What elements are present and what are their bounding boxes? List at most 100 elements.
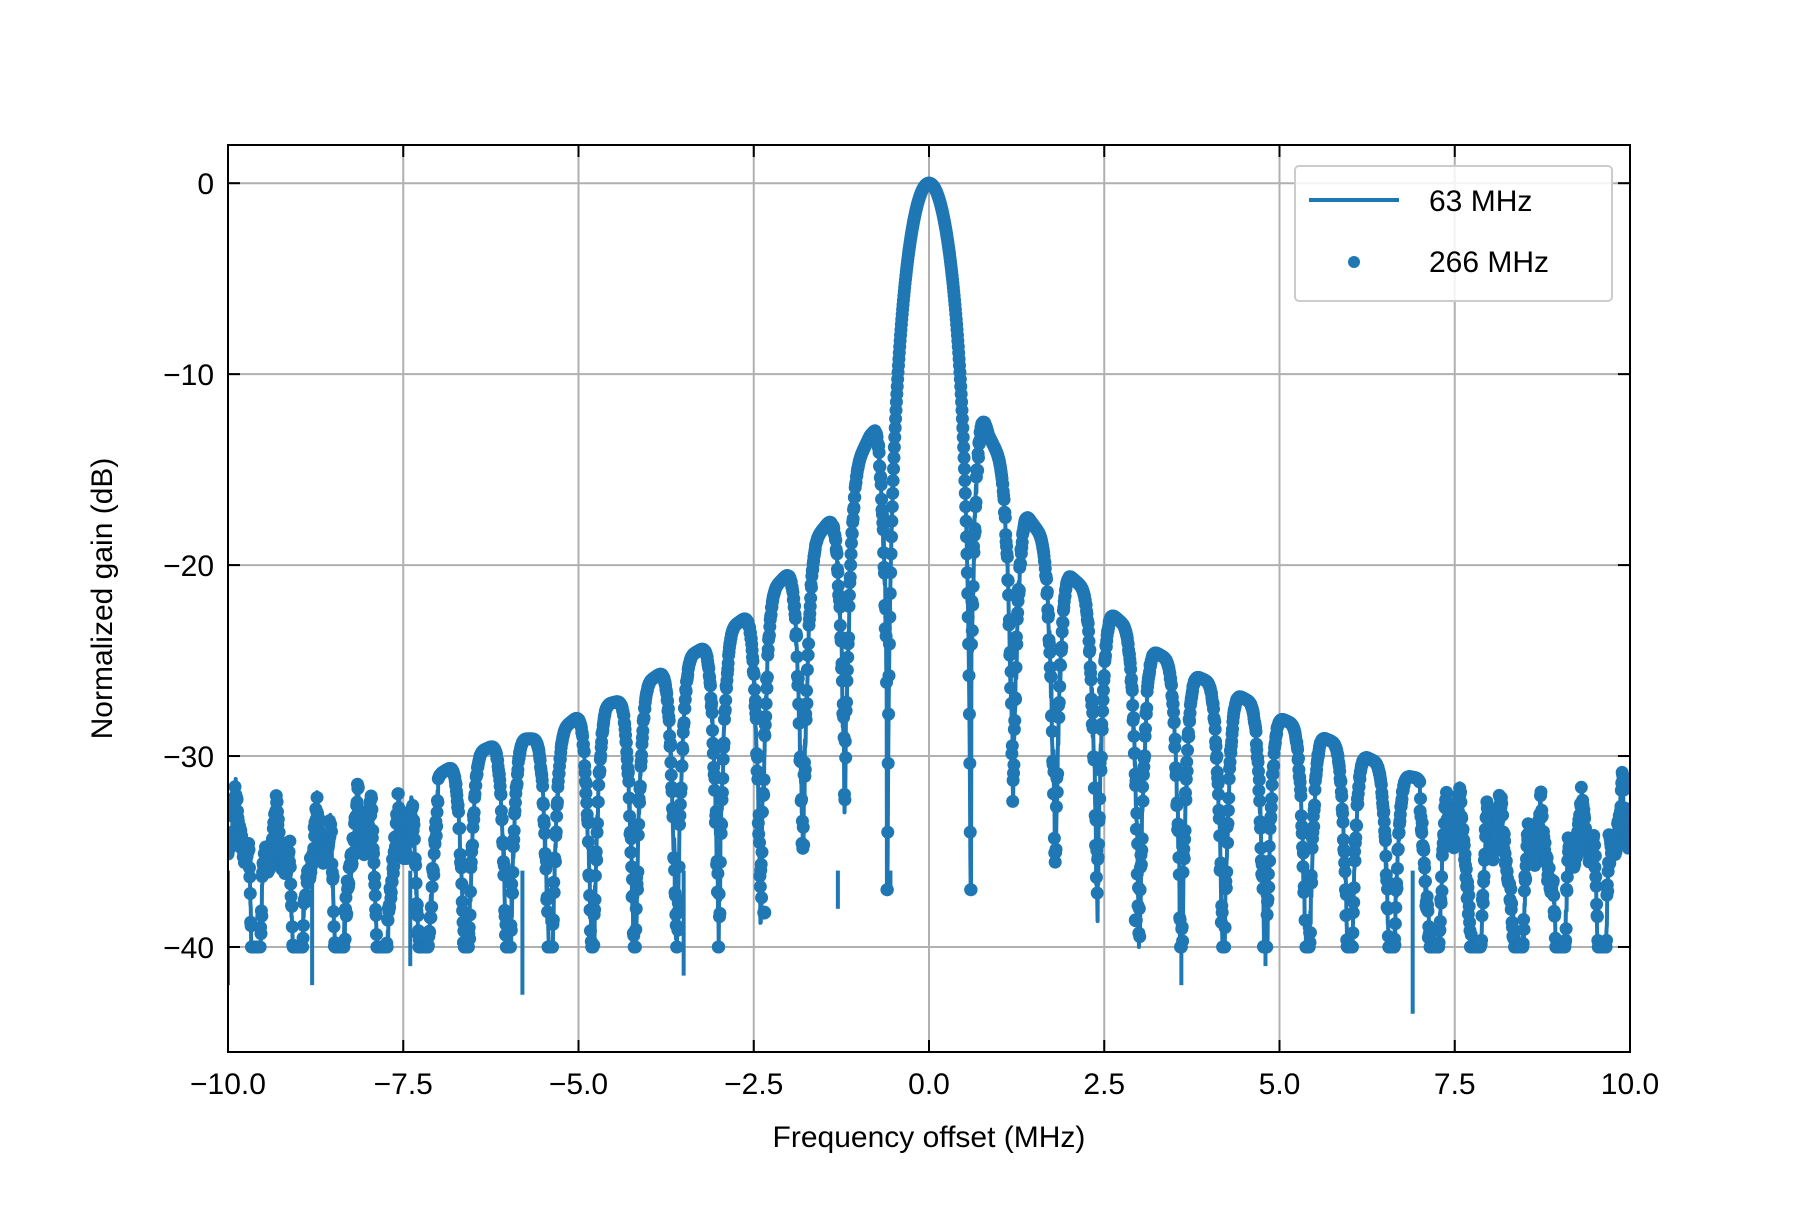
series-266mhz-point bbox=[761, 642, 775, 656]
series-266mhz-point bbox=[1435, 870, 1449, 884]
series-266mhz-point bbox=[965, 624, 979, 638]
series-266mhz-point bbox=[1265, 778, 1279, 792]
series-266mhz-point bbox=[706, 746, 720, 760]
series-266mhz-point bbox=[550, 795, 564, 809]
series-266mhz-point bbox=[1177, 842, 1191, 856]
series-266mhz-point bbox=[327, 905, 341, 919]
series-266mhz-point bbox=[591, 795, 605, 809]
series-266mhz-point bbox=[1540, 851, 1554, 865]
series-266mhz-point bbox=[967, 545, 981, 559]
series-266mhz-point bbox=[804, 591, 818, 605]
series-266mhz-point bbox=[325, 824, 338, 838]
series-266mhz-point bbox=[746, 654, 760, 668]
series-266mhz-point bbox=[1267, 758, 1281, 772]
series-266mhz-point bbox=[676, 743, 690, 757]
series-266mhz-point bbox=[873, 460, 887, 474]
series-266mhz-point bbox=[1337, 845, 1351, 859]
series-266mhz-point bbox=[755, 845, 769, 859]
series-266mhz-point bbox=[1548, 906, 1562, 920]
series-266mhz-point bbox=[1423, 930, 1437, 944]
series-266mhz-point bbox=[409, 858, 423, 872]
series-266mhz-point bbox=[802, 637, 816, 651]
series-266mhz-point bbox=[885, 500, 899, 514]
series-266mhz-point bbox=[881, 825, 895, 839]
series-266mhz-point bbox=[1542, 861, 1556, 875]
series-266mhz-point bbox=[270, 795, 284, 809]
series-266mhz-point bbox=[463, 885, 477, 899]
series-266mhz-point bbox=[411, 909, 425, 923]
series-266mhz-point bbox=[1086, 706, 1100, 720]
series-266mhz-point bbox=[663, 736, 677, 750]
x-tick-label: 2.5 bbox=[1083, 1068, 1125, 1101]
x-tick-label: 7.5 bbox=[1434, 1068, 1476, 1101]
series-266mhz-point bbox=[716, 771, 730, 785]
series-266mhz-point bbox=[678, 702, 692, 716]
x-tick-label: 0.0 bbox=[908, 1068, 950, 1101]
series-266mhz-point bbox=[831, 579, 845, 593]
series-266mhz-point bbox=[342, 877, 356, 891]
x-tick-label: −2.5 bbox=[724, 1068, 783, 1101]
series-266mhz-point bbox=[1462, 888, 1476, 902]
series-266mhz-point bbox=[581, 816, 595, 830]
series-266mhz-point bbox=[1089, 870, 1103, 884]
series-266mhz-point bbox=[547, 875, 561, 889]
series-266mhz-point bbox=[1482, 807, 1496, 821]
y-tick-label: −40 bbox=[163, 932, 214, 965]
series-266mhz-point bbox=[1011, 606, 1025, 620]
series-266mhz-point bbox=[883, 587, 897, 601]
series-266mhz-point bbox=[1094, 763, 1108, 777]
series-266mhz-point bbox=[1298, 913, 1312, 927]
series-266mhz-point bbox=[840, 663, 854, 677]
series-266mhz-point bbox=[1496, 808, 1510, 822]
series-266mhz-point bbox=[1130, 806, 1144, 820]
series-266mhz-point bbox=[1499, 854, 1513, 868]
series-266mhz-point bbox=[636, 724, 650, 738]
series-266mhz-point bbox=[968, 525, 982, 539]
series-266mhz-point bbox=[1249, 725, 1263, 739]
legend-marker-swatch bbox=[1348, 256, 1360, 268]
series-266mhz-point bbox=[887, 451, 901, 465]
series-266mhz-point bbox=[1260, 908, 1274, 922]
series-266mhz-point bbox=[1211, 777, 1225, 791]
series-266mhz-point bbox=[672, 860, 686, 874]
series-266mhz-point bbox=[1590, 910, 1604, 924]
series-266mhz-point bbox=[579, 786, 593, 800]
series-266mhz-point bbox=[872, 445, 886, 459]
series-266mhz-point bbox=[369, 908, 383, 922]
series-266mhz-point bbox=[750, 750, 764, 764]
series-266mhz-point bbox=[425, 880, 439, 894]
series-266mhz-point bbox=[1589, 870, 1603, 884]
series-266mhz-point bbox=[1345, 940, 1359, 954]
legend: 63 MHz 266 MHz bbox=[1294, 165, 1613, 302]
series-266mhz-point bbox=[705, 706, 719, 720]
series-266mhz-point bbox=[888, 430, 902, 444]
series-266mhz-point bbox=[425, 900, 439, 914]
series-266mhz-point bbox=[1047, 831, 1061, 845]
series-266mhz-point bbox=[1180, 764, 1194, 778]
series-266mhz-point bbox=[1091, 850, 1105, 864]
series-266mhz-point bbox=[452, 805, 466, 819]
series-266mhz-point bbox=[715, 785, 729, 799]
series-266mhz-point bbox=[1125, 684, 1139, 698]
series-266mhz-point bbox=[367, 856, 381, 870]
series-266mhz-point bbox=[368, 878, 382, 892]
series-266mhz-point bbox=[340, 907, 354, 921]
series-266mhz-point bbox=[1167, 705, 1181, 719]
series-266mhz-point bbox=[958, 474, 972, 488]
series-266mhz-point bbox=[842, 631, 856, 645]
series-266mhz-point bbox=[1588, 849, 1602, 863]
series-266mhz-point bbox=[885, 514, 899, 528]
series-266mhz-point bbox=[494, 788, 508, 802]
series-266mhz-point bbox=[1377, 815, 1391, 829]
series-266mhz-point bbox=[1295, 826, 1309, 840]
series-266mhz-point bbox=[588, 893, 602, 907]
series-266mhz-point bbox=[1464, 928, 1478, 942]
series-266mhz-point bbox=[1092, 810, 1106, 824]
series-266mhz-point bbox=[711, 867, 725, 880]
series-266mhz-point bbox=[1096, 683, 1110, 697]
series-266mhz-point bbox=[1005, 739, 1019, 753]
series-266mhz-point bbox=[577, 745, 591, 759]
series-266mhz-point bbox=[283, 860, 297, 874]
series-266mhz-point bbox=[508, 796, 522, 810]
series-266mhz-point bbox=[1454, 795, 1468, 809]
